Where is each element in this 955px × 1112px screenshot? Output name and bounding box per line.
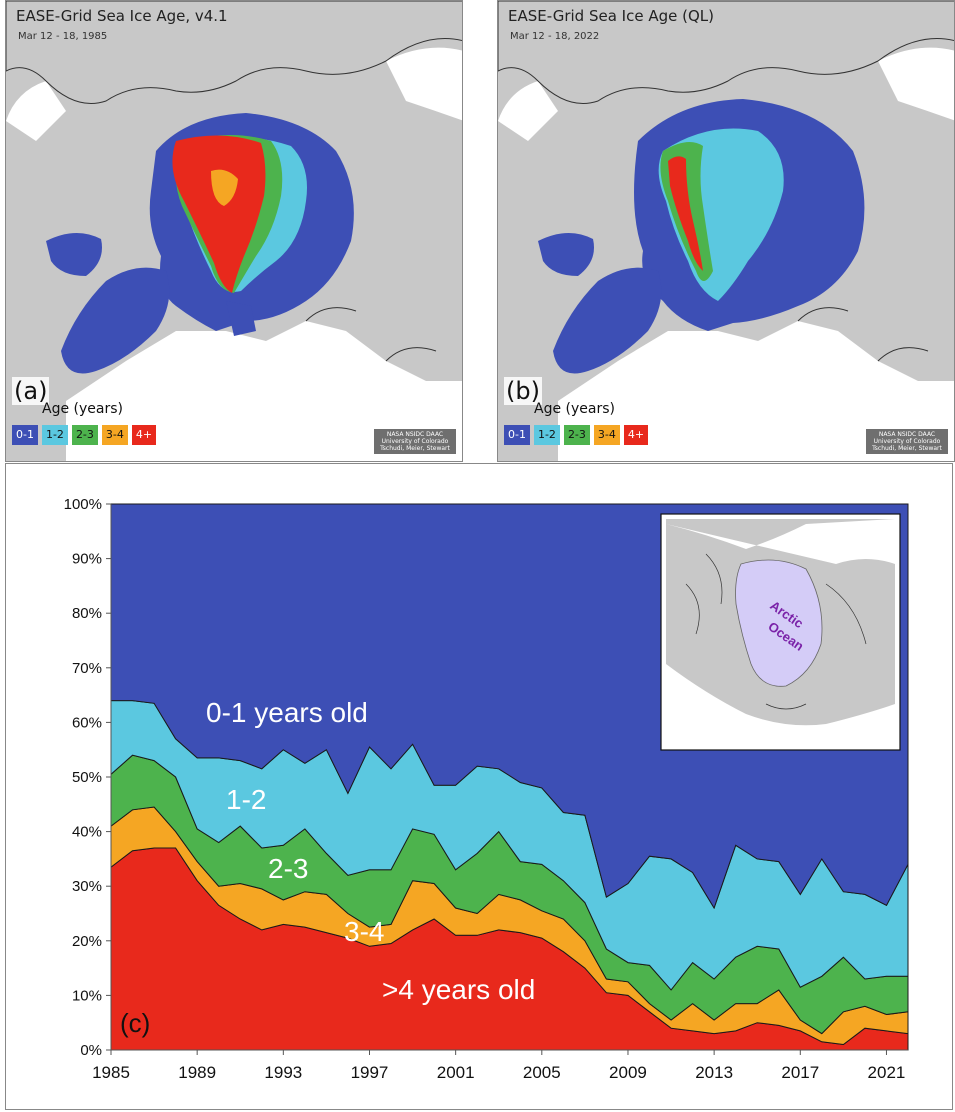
legend-2-3: 2-3 [71, 425, 98, 445]
y-tick-label: 10% [72, 987, 102, 1004]
credit-line: NASA NSIDC DAAC [878, 431, 936, 438]
credit-line: University of Colorado [873, 438, 941, 445]
legend-1-2: 1-2 [533, 425, 560, 445]
x-tick-label: 1997 [351, 1063, 389, 1082]
y-tick-label: 70% [72, 660, 102, 677]
map-panel-2022: EASE-Grid Sea Ice Age (QL) Mar 12 - 18, … [497, 0, 955, 462]
sea-ice-map-1985 [6, 1, 462, 461]
map-date: Mar 12 - 18, 2022 [510, 31, 600, 42]
age-legend: 0-1 1-2 2-3 3-4 4+ [12, 425, 157, 445]
credit-box: NASA NSIDC DAAC University of Colorado T… [374, 429, 456, 454]
inset-map: Arctic Ocean [660, 513, 901, 751]
y-tick-label: 90% [72, 551, 102, 568]
x-tick-label: 2021 [868, 1063, 906, 1082]
credit-box: NASA NSIDC DAAC University of Colorado T… [866, 429, 948, 454]
x-tick-label: 2001 [437, 1063, 475, 1082]
label-1-2: 1-2 [226, 784, 266, 815]
map-date: Mar 12 - 18, 1985 [18, 31, 108, 42]
x-tick-label: 2017 [781, 1063, 819, 1082]
credit-line: Tschudi, Meier, Stewart [380, 445, 450, 452]
label-0-1: 0-1 years old [206, 697, 368, 728]
x-tick-label: 2005 [523, 1063, 561, 1082]
panel-letter: (c) [120, 1008, 150, 1038]
x-tick-label: 2013 [695, 1063, 733, 1082]
label-3-4: 3-4 [344, 916, 384, 947]
map-title: EASE-Grid Sea Ice Age, v4.1 [16, 7, 228, 25]
x-tick-label: 1989 [178, 1063, 216, 1082]
credit-line: Tschudi, Meier, Stewart [872, 445, 942, 452]
y-tick-label: 80% [72, 605, 102, 622]
credit-line: University of Colorado [381, 438, 449, 445]
ice-age-area-chart-panel: 0% 10% 20% 30% 40% 50% 60% 70% 80% 90% 100% 1985 19… [5, 463, 953, 1110]
label-2-3: 2-3 [268, 853, 308, 884]
legend-3-4: 3-4 [593, 425, 620, 445]
y-tick-label: 0% [80, 1042, 102, 1059]
x-tick-label: 1993 [264, 1063, 302, 1082]
ice-age-area-chart: 0% 10% 20% 30% 40% 50% 60% 70% 80% 90% 100% 1985 19… [64, 496, 909, 1082]
x-tick-label: 1985 [92, 1063, 130, 1082]
age-legend: 0-1 1-2 2-3 3-4 4+ [504, 425, 649, 445]
x-tick-label: 2009 [609, 1063, 647, 1082]
legend-0-1: 0-1 [12, 425, 38, 445]
y-tick-label: 20% [72, 933, 102, 950]
y-tick-label: 30% [72, 878, 102, 895]
credit-line: NASA NSIDC DAAC [386, 431, 444, 438]
legend-0-1: 0-1 [504, 425, 530, 445]
sea-ice-map-2022 [498, 1, 954, 461]
legend-4-plus: 4+ [131, 425, 157, 445]
y-tick-label: 100% [64, 496, 102, 513]
legend-4-plus: 4+ [623, 425, 649, 445]
panel-letter: (a) [12, 377, 50, 405]
panel-letter: (b) [504, 377, 542, 405]
legend-3-4: 3-4 [101, 425, 128, 445]
y-tick-label: 40% [72, 824, 102, 841]
legend-title: Age (years) [534, 401, 615, 417]
map-title: EASE-Grid Sea Ice Age (QL) [508, 7, 714, 25]
legend-1-2: 1-2 [41, 425, 68, 445]
y-tick-label: 50% [72, 769, 102, 786]
y-tick-label: 60% [72, 714, 102, 731]
label-old: >4 years old [382, 974, 535, 1005]
legend-title: Age (years) [42, 401, 123, 417]
legend-2-3: 2-3 [563, 425, 590, 445]
map-panel-1985: EASE-Grid Sea Ice Age, v4.1 Mar 12 - 18,… [5, 0, 463, 462]
